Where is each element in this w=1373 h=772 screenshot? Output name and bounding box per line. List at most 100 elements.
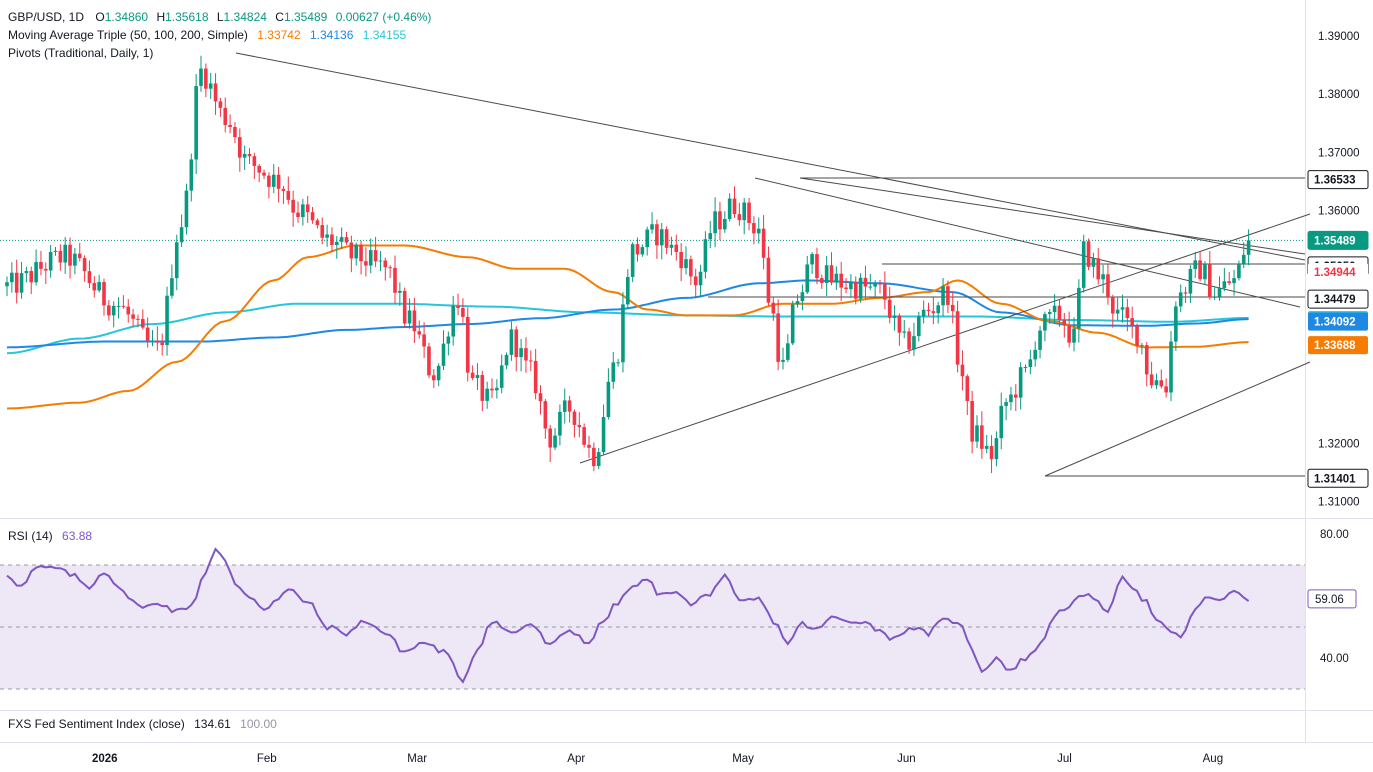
- candle[interactable]: [320, 217, 325, 245]
- candle[interactable]: [519, 338, 523, 372]
- candle[interactable]: [97, 274, 101, 293]
- candle[interactable]: [480, 370, 485, 412]
- candle[interactable]: [504, 352, 509, 370]
- candle[interactable]: [1212, 286, 1217, 301]
- candle[interactable]: [475, 363, 480, 390]
- candle[interactable]: [698, 264, 703, 298]
- candle[interactable]: [82, 255, 87, 282]
- candle[interactable]: [873, 280, 877, 297]
- candle[interactable]: [790, 300, 795, 346]
- candle[interactable]: [786, 334, 790, 363]
- candle[interactable]: [330, 227, 334, 253]
- candle[interactable]: [592, 442, 596, 472]
- candle[interactable]: [892, 305, 897, 331]
- candle[interactable]: [747, 197, 751, 231]
- candle[interactable]: [1178, 284, 1183, 313]
- candle[interactable]: [887, 286, 892, 324]
- candle[interactable]: [509, 321, 514, 361]
- candle[interactable]: [989, 435, 994, 474]
- candle[interactable]: [776, 299, 780, 371]
- candle[interactable]: [432, 369, 436, 389]
- candle[interactable]: [703, 231, 708, 279]
- candle[interactable]: [902, 319, 907, 339]
- candle[interactable]: [941, 278, 945, 317]
- candle[interactable]: [1227, 271, 1231, 286]
- candle[interactable]: [606, 368, 611, 420]
- candle[interactable]: [626, 269, 630, 310]
- candle[interactable]: [160, 333, 164, 356]
- candle[interactable]: [68, 237, 72, 279]
- candle[interactable]: [917, 311, 921, 342]
- candle[interactable]: [820, 274, 824, 289]
- candle[interactable]: [596, 448, 601, 470]
- candle[interactable]: [446, 331, 451, 356]
- candle[interactable]: [926, 302, 931, 317]
- candle[interactable]: [73, 247, 77, 275]
- candle[interactable]: [1057, 299, 1062, 327]
- candle[interactable]: [286, 176, 291, 205]
- candle[interactable]: [1086, 238, 1091, 271]
- candle[interactable]: [1217, 276, 1222, 301]
- candle[interactable]: [1222, 268, 1227, 292]
- candle[interactable]: [145, 317, 150, 348]
- candle[interactable]: [184, 183, 189, 235]
- candle[interactable]: [742, 198, 746, 235]
- candle[interactable]: [34, 249, 38, 286]
- candle[interactable]: [1198, 251, 1202, 282]
- candle[interactable]: [955, 300, 960, 373]
- candle[interactable]: [1188, 265, 1193, 304]
- candle[interactable]: [1062, 312, 1067, 338]
- candle[interactable]: [194, 74, 198, 174]
- candle[interactable]: [795, 294, 800, 308]
- candle[interactable]: [980, 411, 984, 459]
- candle[interactable]: [577, 412, 582, 438]
- candle[interactable]: [1232, 269, 1236, 296]
- candle[interactable]: [1183, 286, 1188, 303]
- candle[interactable]: [669, 236, 674, 256]
- candle[interactable]: [1018, 362, 1023, 410]
- candle[interactable]: [451, 295, 455, 346]
- candle[interactable]: [1125, 298, 1130, 332]
- candle[interactable]: [805, 255, 810, 295]
- candle[interactable]: [853, 276, 858, 305]
- candle[interactable]: [456, 293, 460, 316]
- candle[interactable]: [635, 237, 640, 262]
- candle[interactable]: [630, 242, 635, 283]
- candle[interactable]: [242, 145, 247, 170]
- candle[interactable]: [824, 256, 829, 297]
- candle[interactable]: [1241, 242, 1246, 269]
- candle[interactable]: [965, 374, 970, 416]
- candle[interactable]: [737, 202, 742, 226]
- candle[interactable]: [276, 166, 281, 203]
- candle[interactable]: [485, 381, 489, 409]
- candle[interactable]: [689, 255, 693, 286]
- candle[interactable]: [756, 217, 761, 244]
- candle[interactable]: [912, 322, 916, 356]
- candle[interactable]: [679, 243, 683, 282]
- candle[interactable]: [121, 295, 126, 309]
- candle[interactable]: [310, 206, 315, 224]
- candle[interactable]: [1111, 294, 1115, 328]
- candle[interactable]: [165, 286, 169, 356]
- candle[interactable]: [960, 350, 965, 391]
- candle[interactable]: [281, 185, 286, 205]
- candle[interactable]: [441, 330, 446, 370]
- candle[interactable]: [572, 409, 577, 438]
- candle[interactable]: [907, 327, 911, 354]
- candle[interactable]: [693, 268, 698, 298]
- candle[interactable]: [335, 236, 339, 259]
- candle[interactable]: [1004, 398, 1008, 421]
- candle[interactable]: [223, 97, 228, 133]
- candle[interactable]: [1164, 378, 1168, 398]
- candle[interactable]: [640, 244, 645, 257]
- candle[interactable]: [650, 212, 654, 234]
- candle[interactable]: [291, 190, 295, 227]
- candle[interactable]: [354, 242, 358, 266]
- candle[interactable]: [674, 234, 679, 261]
- candle[interactable]: [1052, 294, 1057, 324]
- candle[interactable]: [252, 152, 257, 179]
- candle[interactable]: [621, 292, 625, 373]
- candle[interactable]: [208, 72, 213, 100]
- candle[interactable]: [815, 247, 819, 285]
- candle[interactable]: [267, 172, 271, 199]
